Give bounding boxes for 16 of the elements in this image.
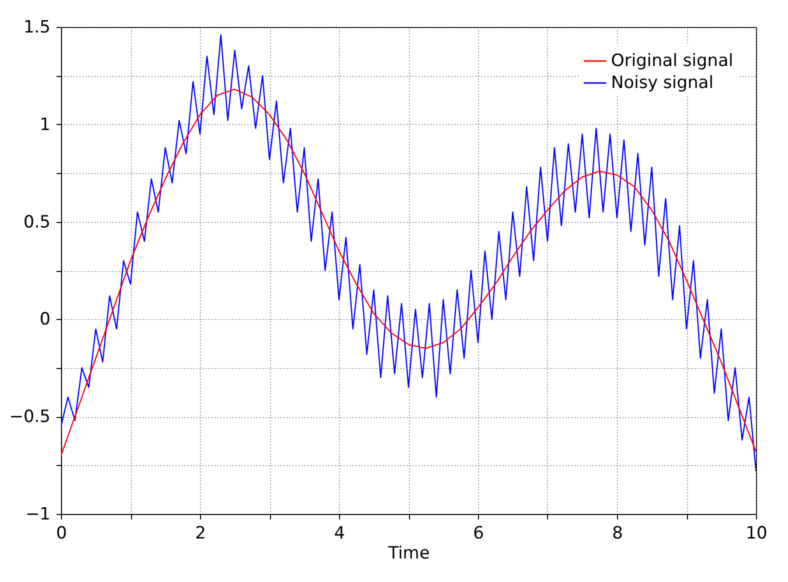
x-tick-label: 0 (56, 524, 67, 544)
x-axis-title: Time (387, 544, 430, 564)
x-tick-label: 10 (746, 524, 768, 544)
x-tick-label: 8 (612, 524, 623, 544)
y-tick-label: 0.5 (23, 212, 50, 232)
line-series (61, 34, 756, 472)
y-tick-label: 0 (40, 310, 50, 330)
y-tick-label: 1.5 (23, 18, 50, 38)
y-tick-label: 1 (40, 114, 50, 135)
y-tick-label: −1 (25, 504, 50, 524)
legend-label: Noisy signal (611, 73, 714, 93)
x-tick-label: 6 (473, 524, 484, 544)
x-tick-label: 4 (334, 524, 345, 544)
legend-label: Original signal (611, 51, 734, 71)
y-tick-label: −0.5 (9, 407, 50, 428)
x-tick-label: 2 (195, 524, 206, 544)
